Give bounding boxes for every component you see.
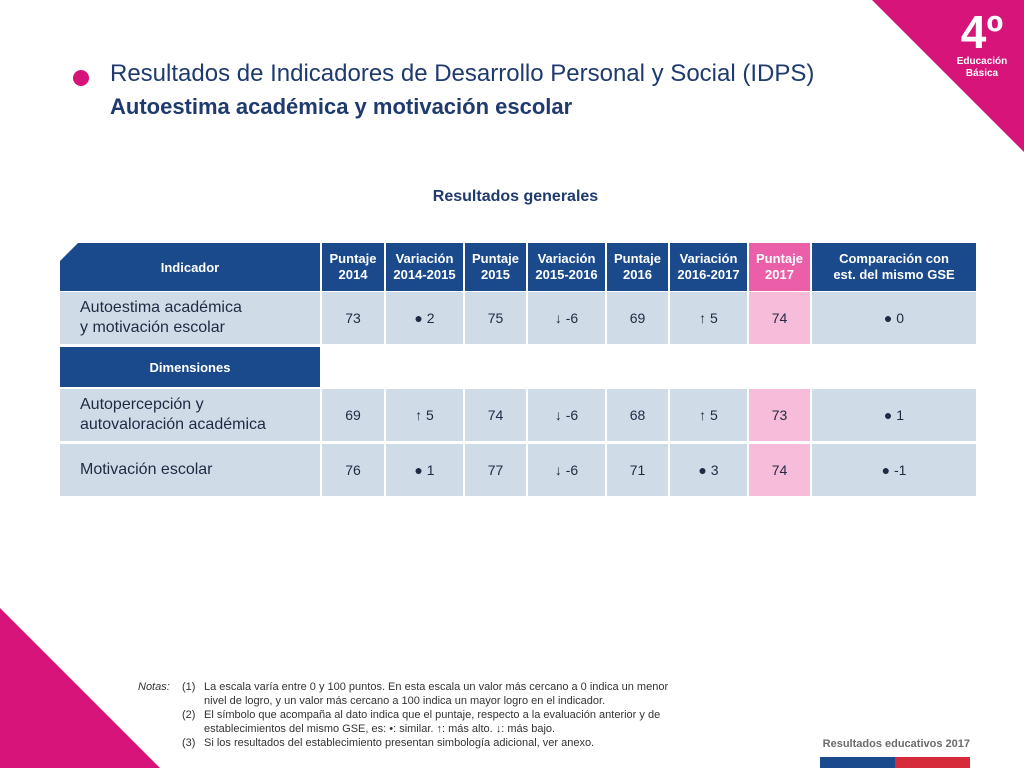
value-cell-variacion-2014-2015: ↑ 5	[386, 389, 463, 441]
value-cell-puntaje-2016: 69	[607, 292, 668, 344]
row-label: Autopercepción y autovaloración académica	[60, 389, 320, 441]
cell-line: Puntaje	[472, 251, 519, 266]
value-cell-variacion-2014-2015: ● 1	[386, 444, 463, 496]
cell-line: y motivación escolar	[80, 319, 225, 336]
note-item: (3) Si los resultados del establecimient…	[138, 736, 758, 750]
note-number: (2)	[182, 709, 196, 721]
corner-decoration-top-right	[872, 0, 1024, 152]
value-cell-puntaje-2017: 73	[749, 389, 810, 441]
value-cell-variacion-2016-2017: ↑ 5	[670, 389, 747, 441]
note-text: nivel de logro, y un valor más cercano a…	[204, 695, 606, 707]
cell-line: Variación	[395, 251, 454, 266]
cell-line: Variación	[679, 251, 738, 266]
cell-line: Puntaje	[756, 251, 803, 266]
note-item: (2) El símbolo que acompaña al dato indi…	[138, 708, 758, 722]
cell-line: 2015-2016	[535, 267, 598, 282]
page-subtitle: Autoestima académica y motivación escola…	[110, 94, 573, 119]
cell-line: 2016	[623, 267, 652, 282]
corner-decoration-bottom-left	[0, 608, 160, 768]
cell-line: autovaloración académica	[80, 416, 266, 433]
cell-line: Autoestima académica	[80, 299, 242, 316]
cell-line: Comparación con	[839, 251, 949, 266]
cell-line: 2015	[481, 267, 510, 282]
note-item: establecimientos del mismo GSE, es: •: s…	[138, 722, 758, 736]
section-title: Resultados generales	[432, 188, 599, 205]
value-cell-puntaje-2015: 77	[465, 444, 526, 496]
value-cell-puntaje-2015: 75	[465, 292, 526, 344]
value-cell-variacion-2015-2016: ↓ -6	[528, 444, 605, 496]
column-header-indicator: Indicador	[60, 243, 320, 291]
note-item: nivel de logro, y un valor más cercano a…	[138, 694, 758, 708]
value-cell-puntaje-2014: 73	[322, 292, 384, 344]
value-cell-comparacion-gse: ● -1	[812, 444, 976, 496]
column-header-puntaje-2017: Puntaje 2017	[749, 243, 810, 291]
cell-line: Indicador	[160, 259, 220, 275]
value-cell-puntaje-2015: 74	[465, 389, 526, 441]
title-bullet-icon	[73, 70, 89, 86]
value-cell-variacion-2014-2015: ● 2	[386, 292, 463, 344]
cell-line: est. del mismo GSE	[833, 267, 955, 282]
column-header-puntaje-2016: Puntaje 2016	[607, 243, 668, 291]
cell-line: 2014-2015	[393, 267, 456, 282]
value-cell-comparacion-gse: ● 0	[812, 292, 976, 344]
grade-badge: 4º Educación Básica	[950, 8, 1014, 80]
value-cell-puntaje-2017: 74	[749, 444, 810, 496]
cell-line: Puntaje	[614, 251, 661, 266]
cell-line: 2014	[338, 267, 368, 282]
grade-label-line-1: Educación	[956, 56, 1008, 67]
cell-line: Variación	[537, 251, 596, 266]
note-text: La escala varía entre 0 y 100 puntos. En…	[204, 681, 669, 693]
row-label: Motivación escolar	[60, 444, 320, 496]
cell-line: Autopercepción y	[80, 396, 204, 413]
dimensions-header: Dimensiones	[60, 347, 320, 387]
grade-number: 4º	[960, 6, 1004, 58]
cell-line: 2016-2017	[677, 267, 740, 282]
value-cell-variacion-2015-2016: ↓ -6	[528, 292, 605, 344]
note-text: El símbolo que acompaña al dato indica q…	[204, 709, 661, 721]
column-header-puntaje-2014: Puntaje 2014	[322, 243, 384, 291]
note-number: (3)	[182, 737, 196, 749]
column-header-puntaje-2015: Puntaje 2015	[465, 243, 526, 291]
value-cell-variacion-2016-2017: ↑ 5	[670, 292, 747, 344]
row-label: Autoestima académica y motivación escolar	[60, 292, 320, 344]
note-text: Si los resultados del establecimiento pr…	[204, 737, 595, 749]
value-cell-puntaje-2016: 71	[607, 444, 668, 496]
value-cell-puntaje-2014: 76	[322, 444, 384, 496]
value-cell-comparacion-gse: ● 1	[812, 389, 976, 441]
footer-flag-bar	[820, 757, 970, 768]
column-header-variacion-2014-2015: Variación 2014-2015	[386, 243, 463, 291]
cell-line: Motivación escolar	[80, 461, 213, 478]
note-item: Notas: (1) La escala varía entre 0 y 100…	[138, 680, 758, 694]
value-cell-puntaje-2017: 74	[749, 292, 810, 344]
footer-brand: Resultados educativos 2017	[822, 738, 970, 750]
page-title: Resultados de Indicadores de Desarrollo …	[110, 60, 815, 87]
note-text: establecimientos del mismo GSE, es: •: s…	[204, 723, 556, 735]
note-number: (1)	[182, 681, 196, 693]
cell-line: Puntaje	[329, 251, 377, 266]
column-header-comparacion-gse: Comparación con est. del mismo GSE	[812, 243, 976, 291]
value-cell-variacion-2016-2017: ● 3	[670, 444, 747, 496]
column-header-variacion-2016-2017: Variación 2016-2017	[670, 243, 747, 291]
value-cell-puntaje-2014: 69	[322, 389, 384, 441]
value-cell-variacion-2015-2016: ↓ -6	[528, 389, 605, 441]
notes: Notas: (1) La escala varía entre 0 y 100…	[138, 680, 758, 750]
notes-lead: Notas:	[138, 681, 170, 693]
value-cell-puntaje-2016: 68	[607, 389, 668, 441]
grade-label-line-2: Básica	[965, 68, 999, 79]
column-header-variacion-2015-2016: Variación 2015-2016	[528, 243, 605, 291]
cell-line: 2017	[765, 267, 794, 282]
